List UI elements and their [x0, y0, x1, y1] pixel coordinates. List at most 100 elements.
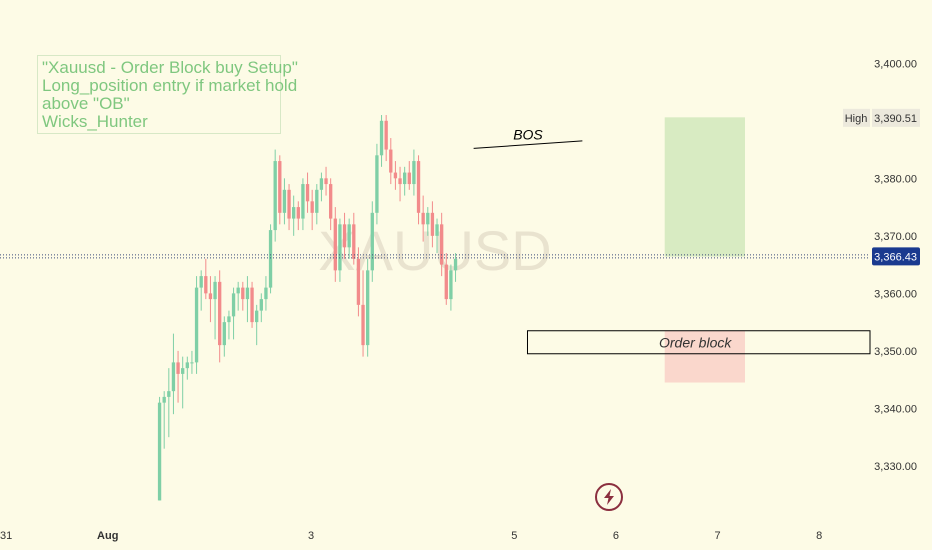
candle-body-48 [379, 120, 384, 156]
candle-36 [324, 166, 328, 196]
candle-body-52 [398, 178, 402, 185]
candle-59 [430, 201, 435, 248]
candle-body-32 [305, 184, 310, 202]
candle-48 [379, 115, 384, 167]
candle-1 [162, 391, 166, 449]
candle-27 [282, 178, 287, 225]
x-tick-label: 31 [0, 530, 12, 542]
high-value-label: 3,390.51 [874, 113, 917, 125]
candle-5 [181, 356, 185, 409]
candle-body-34 [315, 189, 319, 213]
candle-8 [194, 276, 199, 374]
candle-body-1 [162, 396, 166, 403]
note-line-4: Wicks_Hunter [42, 112, 148, 131]
candle-body-63 [449, 270, 453, 300]
high-value-tag [872, 108, 920, 127]
candle-body-3 [171, 362, 176, 392]
candle-body-59 [430, 212, 435, 236]
current-price-tag [872, 247, 920, 266]
y-tick-label: 3,370.00 [874, 231, 917, 243]
candle-29 [292, 195, 296, 236]
candle-17 [236, 281, 240, 311]
candle-15 [227, 310, 231, 340]
candle-56 [416, 155, 421, 225]
candle-13 [218, 270, 222, 363]
note-line-2: Long_position entry if market hold [42, 76, 298, 95]
order-block-box[interactable] [526, 330, 871, 355]
candle-body-49 [384, 120, 388, 150]
candle-62 [444, 253, 448, 305]
candle-16 [231, 287, 236, 340]
candle-body-8 [194, 287, 199, 363]
x-tick-label: 7 [714, 530, 720, 542]
candle-58 [426, 207, 430, 236]
candle-body-9 [199, 276, 203, 288]
candle-19 [245, 276, 250, 323]
lightning-icon[interactable] [595, 483, 623, 511]
candle-40 [342, 212, 347, 259]
candle-47 [375, 143, 379, 225]
candle-53 [402, 166, 407, 196]
candle-body-28 [287, 189, 291, 219]
candle-body-10 [204, 276, 208, 294]
candle-21 [255, 304, 259, 346]
candle-body-4 [176, 362, 180, 374]
candle-43 [356, 247, 361, 317]
candle-body-37 [329, 184, 333, 219]
candle-6 [185, 356, 189, 380]
candle-24 [268, 224, 273, 294]
note-line-1: "Xauusd - Order Block buy Setup" [42, 58, 298, 77]
candle-49 [384, 115, 388, 162]
candle-57 [421, 195, 425, 242]
candle-41 [347, 218, 351, 259]
candle-body-11 [208, 293, 213, 300]
candle-body-29 [292, 207, 296, 219]
candle-body-33 [310, 201, 314, 213]
candle-23 [264, 276, 268, 311]
y-tick-label: 3,330.00 [874, 461, 917, 473]
candle-35 [319, 172, 324, 202]
candle-25 [273, 149, 277, 242]
candle-39 [338, 218, 342, 282]
candle-body-53 [402, 172, 407, 185]
candle-body-39 [338, 224, 342, 271]
x-tick-label: 5 [511, 530, 517, 542]
y-tick-label: 3,360.00 [874, 288, 917, 300]
candle-body-51 [393, 172, 398, 179]
candle-3 [171, 333, 176, 415]
candle-body-2 [167, 391, 171, 397]
high-label: High [845, 113, 868, 125]
candle-body-6 [185, 362, 189, 369]
candle-body-21 [255, 310, 259, 323]
x-tick-label: 3 [308, 530, 314, 542]
candle-body-43 [356, 258, 361, 305]
x-tick-label: 6 [613, 530, 619, 542]
high-label-tag [843, 108, 870, 127]
stop-zone [664, 330, 745, 383]
bos-line[interactable] [473, 140, 583, 149]
candle-body-19 [245, 287, 250, 300]
candle-60 [435, 218, 439, 254]
current-price-label: 3,366.43 [874, 251, 917, 263]
candle-31 [301, 178, 305, 231]
candle-4 [176, 350, 180, 403]
candle-body-27 [282, 189, 287, 213]
candle-body-38 [333, 218, 337, 271]
candle-7 [190, 350, 194, 374]
candle-body-7 [190, 362, 194, 364]
candle-body-0 [157, 402, 162, 501]
x-tick-label: 8 [816, 530, 822, 542]
candle-10 [204, 258, 208, 300]
candle-44 [361, 270, 365, 357]
candle-body-36 [324, 178, 328, 185]
candle-30 [296, 201, 300, 231]
candle-body-56 [416, 161, 421, 213]
candle-body-31 [301, 184, 305, 219]
candle-body-23 [264, 287, 268, 300]
candle-61 [439, 212, 444, 277]
candle-38 [333, 207, 337, 282]
candle-22 [259, 293, 263, 323]
bos-label: BOS [513, 126, 543, 142]
